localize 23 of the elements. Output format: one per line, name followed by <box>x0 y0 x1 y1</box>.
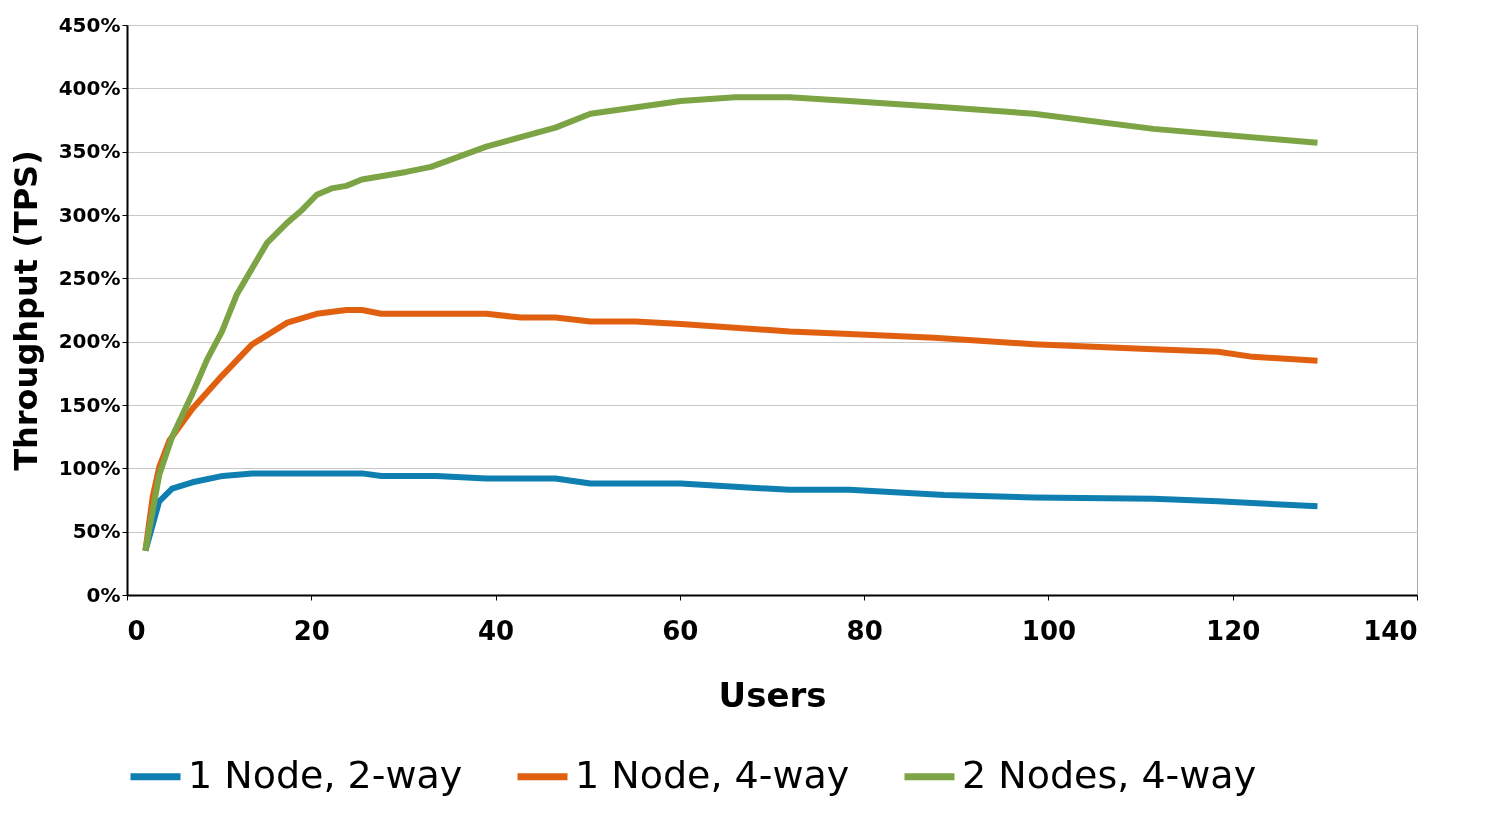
x-tick-label: 0 <box>127 615 146 646</box>
y-tick-label: 50% <box>72 519 121 544</box>
x-tick-label: 100 <box>1021 615 1077 646</box>
x-tick-label: 40 <box>477 615 515 646</box>
legend-label: 2 Nodes, 4-way <box>962 752 1257 797</box>
x-tick-label: 60 <box>662 615 699 646</box>
y-axis-title: Throughput (TPS) <box>6 150 45 471</box>
y-tick-label: 100% <box>58 455 121 480</box>
y-tick-label: 400% <box>58 75 121 100</box>
y-tick-label: 350% <box>58 139 121 164</box>
y-tick-label: 450% <box>58 12 121 37</box>
x-tick-label: 80 <box>846 615 883 646</box>
y-tick-label: 250% <box>58 265 121 290</box>
x-tick-label: 140 <box>1363 615 1418 646</box>
y-tick-label: 0% <box>86 582 121 607</box>
y-tick-label: 200% <box>58 329 121 354</box>
legend-label: 1 Node, 4-way <box>575 752 850 797</box>
x-axis-title: Users <box>718 674 827 715</box>
x-tick-label: 20 <box>293 615 330 646</box>
legend-label: 1 Node, 2-way <box>188 752 463 797</box>
y-tick-label: 150% <box>58 392 121 417</box>
x-tick-label: 120 <box>1206 615 1261 646</box>
y-tick-label: 300% <box>58 202 121 227</box>
